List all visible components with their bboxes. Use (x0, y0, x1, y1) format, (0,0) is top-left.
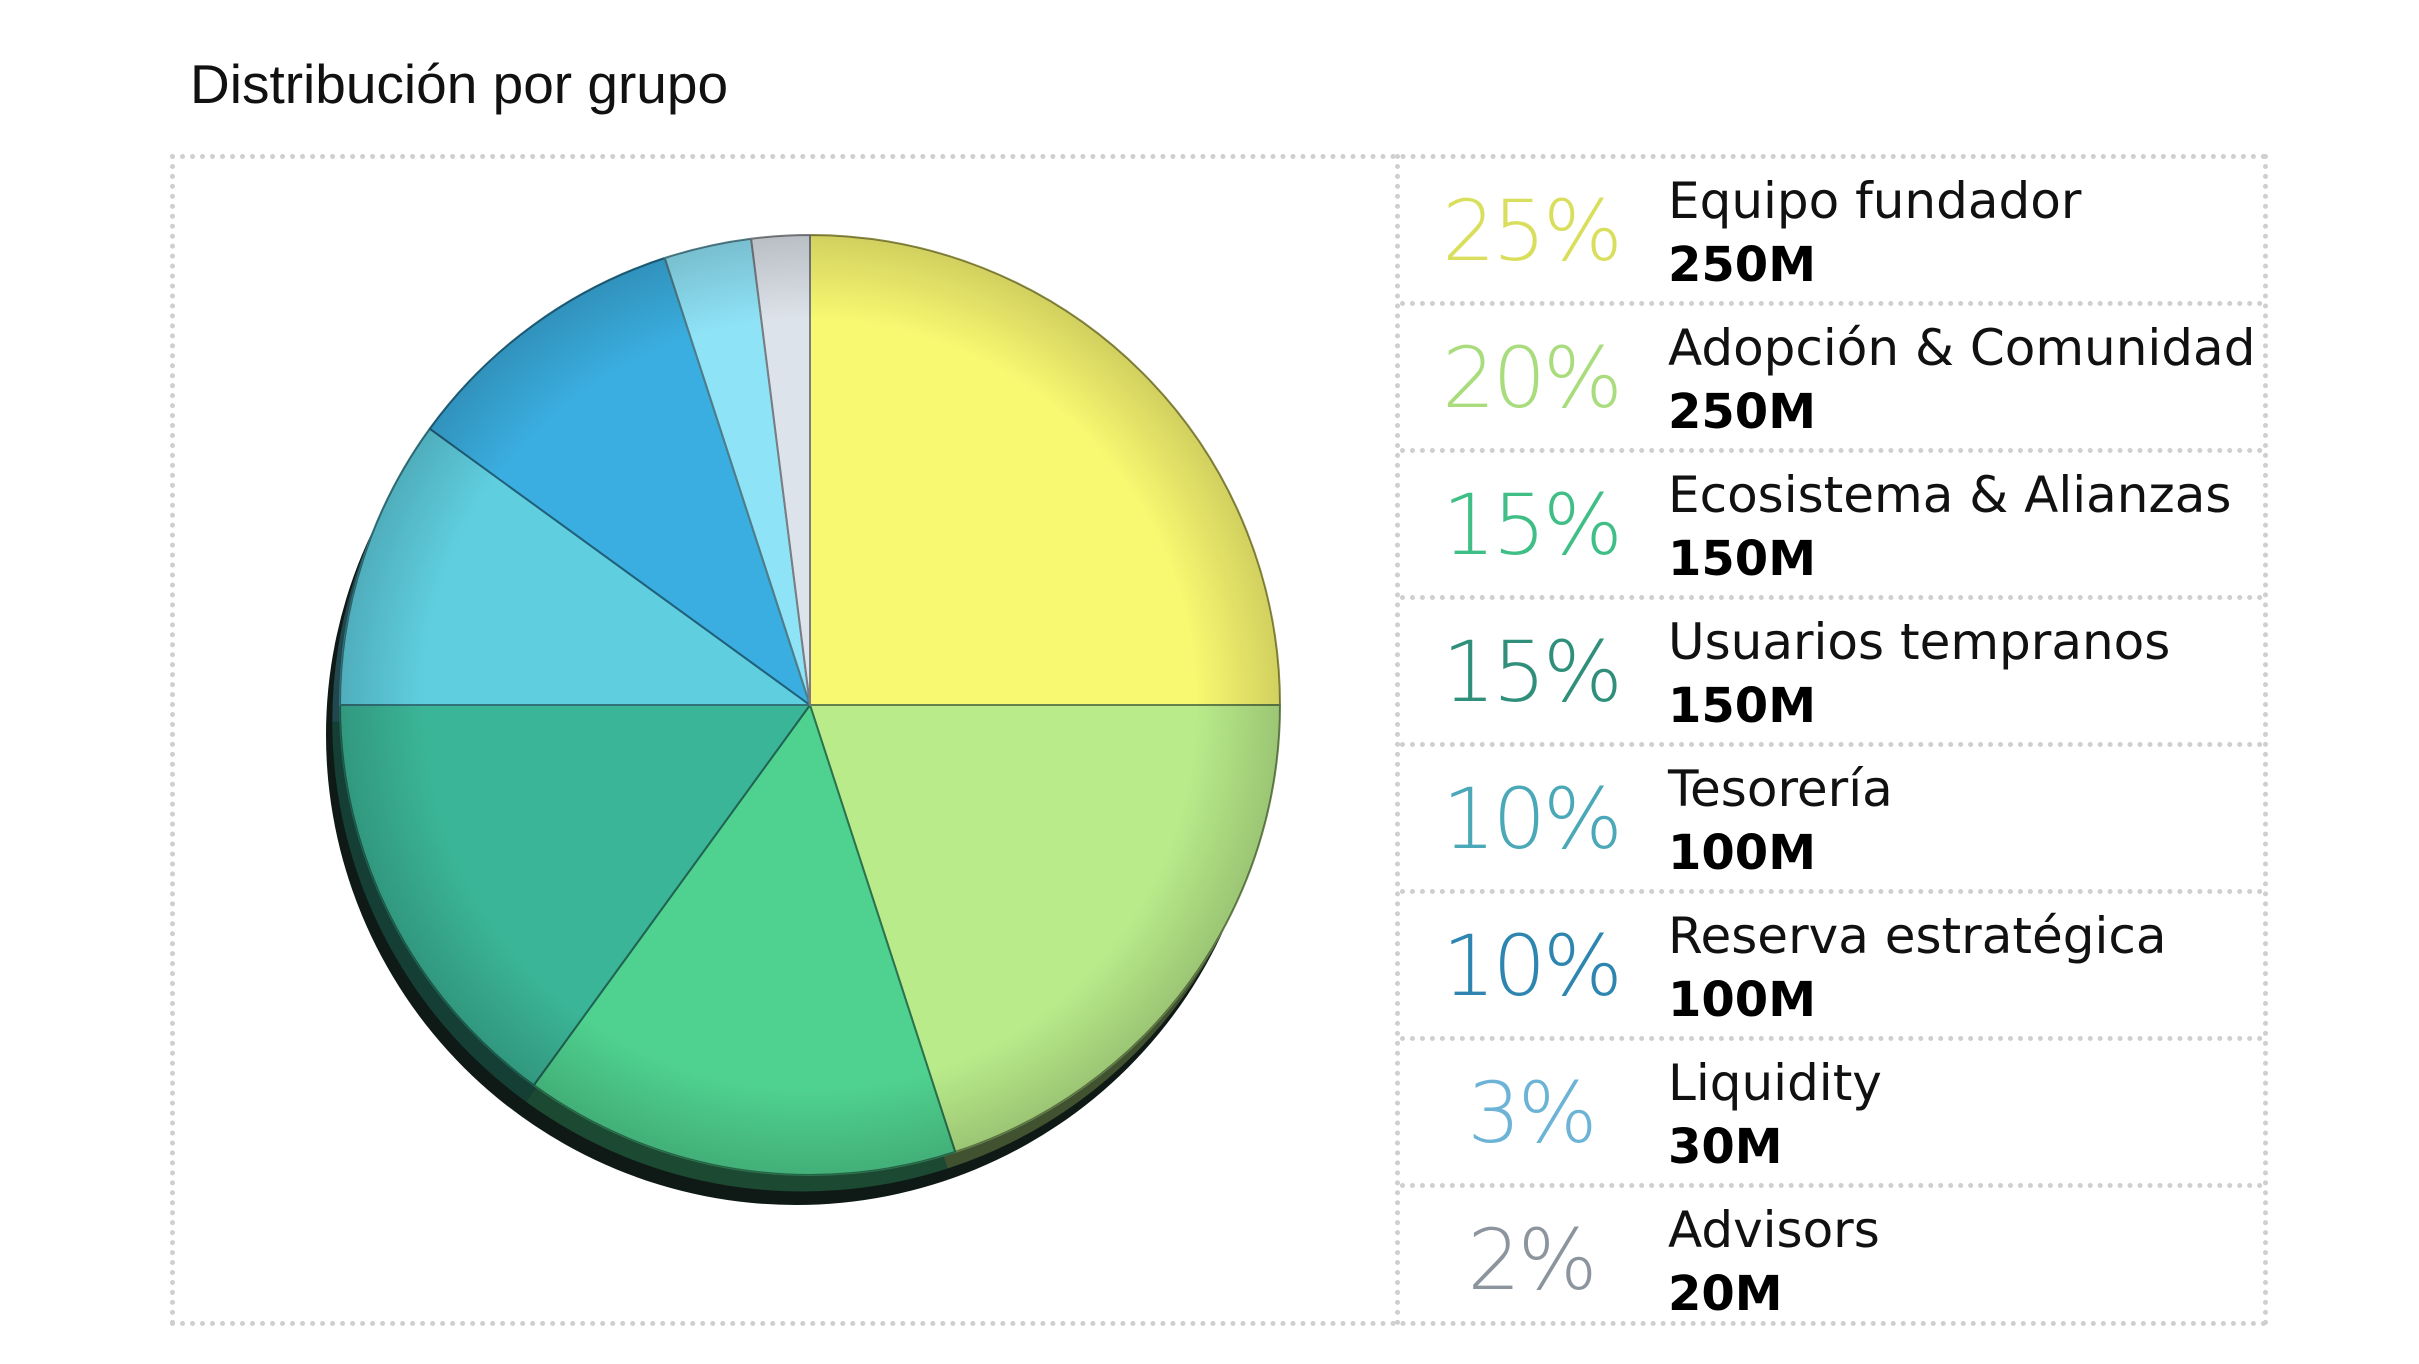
legend-percent: 15% (1442, 476, 1623, 574)
legend-value: 150M (1668, 531, 1816, 587)
legend-row: 2% Advisors 20M (1400, 1188, 2263, 1335)
legend-row: 3% Liquidity 30M (1400, 1041, 2263, 1188)
legend-row: 20% Adopción & Comunidad 250M (1400, 306, 2263, 453)
legend-percent: 20% (1442, 329, 1623, 427)
legend-label: Tesorería (1668, 760, 1893, 818)
pie-shading (340, 235, 1280, 1175)
legend-value: 100M (1668, 825, 1816, 881)
legend: 25% Equipo fundador 250M 20% Adopción & … (1400, 159, 2263, 1335)
legend-percent: 25% (1442, 182, 1623, 280)
legend-row: 10% Tesorería 100M (1400, 747, 2263, 894)
legend-percent: 2% (1467, 1211, 1597, 1309)
legend-value: 30M (1668, 1119, 1783, 1175)
legend-label: Advisors (1668, 1201, 1880, 1259)
legend-value: 250M (1668, 237, 1816, 293)
legend-percent: 3% (1467, 1064, 1597, 1162)
pie-chart (240, 230, 1300, 1250)
legend-percent: 15% (1442, 623, 1623, 721)
legend-label: Adopción & Comunidad (1668, 319, 2256, 377)
legend-value: 20M (1668, 1266, 1783, 1322)
legend-value: 150M (1668, 678, 1816, 734)
legend-value: 100M (1668, 972, 1816, 1028)
pie-overlay (340, 235, 1280, 1175)
legend-row: 15% Ecosistema & Alianzas 150M (1400, 453, 2263, 600)
legend-percent: 10% (1442, 917, 1623, 1015)
legend-percent: 10% (1442, 770, 1623, 868)
frame-divider (1395, 154, 1400, 1326)
legend-label: Ecosistema & Alianzas (1668, 466, 2232, 524)
legend-label: Equipo fundador (1668, 172, 2082, 230)
legend-row: 25% Equipo fundador 250M (1400, 159, 2263, 306)
legend-label: Liquidity (1668, 1054, 1882, 1112)
legend-label: Usuarios tempranos (1668, 613, 2171, 671)
legend-row: 15% Usuarios tempranos 150M (1400, 600, 2263, 747)
pie-svg (326, 234, 1281, 1205)
chart-title: Distribución por grupo (190, 53, 729, 115)
chart-frame (170, 154, 2268, 1326)
legend-value: 250M (1668, 384, 1816, 440)
legend-row: 10% Reserva estratégica 100M (1400, 894, 2263, 1041)
legend-label: Reserva estratégica (1668, 907, 2167, 965)
